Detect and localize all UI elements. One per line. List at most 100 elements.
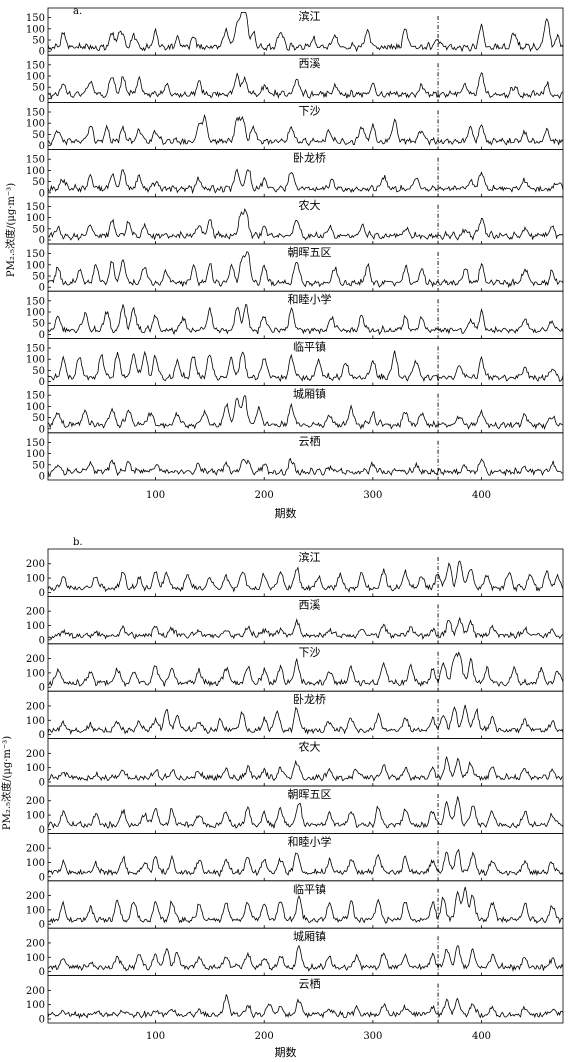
series-line xyxy=(47,350,564,383)
y-tick-label: 200 xyxy=(26,796,45,807)
station-title: 下沙 xyxy=(299,646,321,659)
y-tick-label: 100 xyxy=(26,811,45,822)
series-line xyxy=(47,395,564,430)
subplot-6: 0 100 200 朝晖五区 xyxy=(26,785,564,836)
y-tick-label: 100 xyxy=(26,308,45,319)
station-title: 滨江 xyxy=(299,9,321,23)
y-tick-label: 200 xyxy=(26,749,45,760)
y-tick-label: 0 xyxy=(39,825,45,836)
y-axis-label: PM₂.₅浓度/(μg·m⁻³) xyxy=(0,736,13,830)
series-line xyxy=(47,616,564,640)
y-tick-label: 150 xyxy=(26,60,45,71)
y-tick-label: 100 xyxy=(26,24,45,35)
y-tick-label: 100 xyxy=(26,72,45,83)
station-title: 和睦小学 xyxy=(288,292,332,306)
series-line xyxy=(47,207,564,241)
y-tick-label: 0 xyxy=(39,778,45,789)
station-title: 西溪 xyxy=(299,57,321,70)
x-tick-label: 300 xyxy=(363,1031,382,1042)
y-tick-label: 100 xyxy=(26,213,45,224)
subplot-1: 0 100 200 滨江 xyxy=(26,548,564,599)
x-axis-label: 期数 xyxy=(275,507,297,520)
y-tick-label: 100 xyxy=(26,716,45,727)
subplot-5: 0 100 200 农大 xyxy=(26,738,564,789)
y-tick-label: 150 xyxy=(26,391,45,402)
y-tick-label: 50 xyxy=(32,366,45,377)
series-line xyxy=(47,560,564,593)
station-title: 朝晖五区 xyxy=(288,246,332,259)
y-tick-label: 50 xyxy=(32,177,45,188)
series-line xyxy=(47,796,564,829)
subplot-2: 0 100 200 西溪 xyxy=(26,596,564,646)
y-tick-label: 150 xyxy=(26,249,45,260)
series-line xyxy=(47,251,564,289)
x-tick-label: 100 xyxy=(146,490,165,501)
y-tick-label: 0 xyxy=(39,47,45,58)
y-tick-label: 100 xyxy=(26,858,45,869)
subplot-3: 0 100 200 下沙 xyxy=(26,643,564,694)
y-tick-label: 0 xyxy=(39,872,45,883)
series-line xyxy=(47,755,564,782)
y-tick-label: 50 xyxy=(32,130,45,141)
y-tick-label: 150 xyxy=(26,155,45,166)
subplot-8: 0 100 200 临平镇 xyxy=(26,880,564,931)
y-tick-label: 100 xyxy=(26,1000,45,1011)
y-tick-label: 200 xyxy=(26,607,45,618)
station-title: 云栖 xyxy=(299,434,321,448)
y-tick-label: 150 xyxy=(26,438,45,449)
y-tick-label: 100 xyxy=(26,668,45,679)
station-title: 农大 xyxy=(299,740,321,754)
series-line xyxy=(47,168,564,195)
y-tick-label: 150 xyxy=(26,344,45,355)
x-tick-label: 400 xyxy=(472,1031,491,1042)
x-tick-label: 200 xyxy=(255,490,274,501)
y-tick-label: 0 xyxy=(39,588,45,599)
station-title: 西溪 xyxy=(299,598,321,611)
station-title: 云栖 xyxy=(299,977,321,991)
y-tick-label: 0 xyxy=(39,141,45,152)
series-line xyxy=(47,704,564,735)
station-title: 滨江 xyxy=(299,550,321,564)
station-title: 卧龙桥 xyxy=(293,693,326,706)
y-tick-label: 0 xyxy=(39,283,45,294)
y-tick-label: 0 xyxy=(39,330,45,341)
x-axis-label: 期数 xyxy=(275,1046,297,1059)
station-title: 临平镇 xyxy=(293,882,326,896)
y-tick-label: 0 xyxy=(39,635,45,646)
y-tick-label: 100 xyxy=(26,166,45,177)
y-tick-label: 150 xyxy=(26,296,45,307)
x-tick-label: 300 xyxy=(363,490,382,501)
station-title: 下沙 xyxy=(299,104,321,117)
series-line xyxy=(47,12,564,53)
y-tick-label: 100 xyxy=(26,260,45,271)
y-tick-label: 50 xyxy=(32,319,45,330)
series-line xyxy=(47,303,564,336)
subplot-4: 0 100 200 卧龙桥 xyxy=(26,690,564,741)
series-line xyxy=(47,886,564,925)
subplot-9: 0 100 200 城厢镇 xyxy=(26,927,564,978)
y-tick-label: 200 xyxy=(26,891,45,902)
y-tick-label: 100 xyxy=(26,905,45,916)
y-tick-label: 100 xyxy=(26,119,45,130)
y-tick-label: 0 xyxy=(39,920,45,931)
y-tick-label: 50 xyxy=(32,413,45,424)
y-tick-label: 0 xyxy=(39,472,45,483)
panel-b: b.0100200滨江0100200西溪0100200下沙0100200卧龙桥0… xyxy=(0,537,564,1059)
y-tick-label: 200 xyxy=(26,844,45,855)
subplot-frame xyxy=(47,432,564,481)
y-tick-label: 100 xyxy=(26,953,45,964)
panel-label: a. xyxy=(73,6,82,17)
y-tick-label: 0 xyxy=(39,424,45,435)
y-axis-label: PM₂.₅浓度/(μg·m⁻³) xyxy=(4,183,17,277)
subplot-7: 0 100 200 和睦小学 xyxy=(26,833,564,883)
series-line xyxy=(47,944,564,972)
x-tick-label: 200 xyxy=(255,1031,274,1042)
y-tick-label: 100 xyxy=(26,574,45,585)
